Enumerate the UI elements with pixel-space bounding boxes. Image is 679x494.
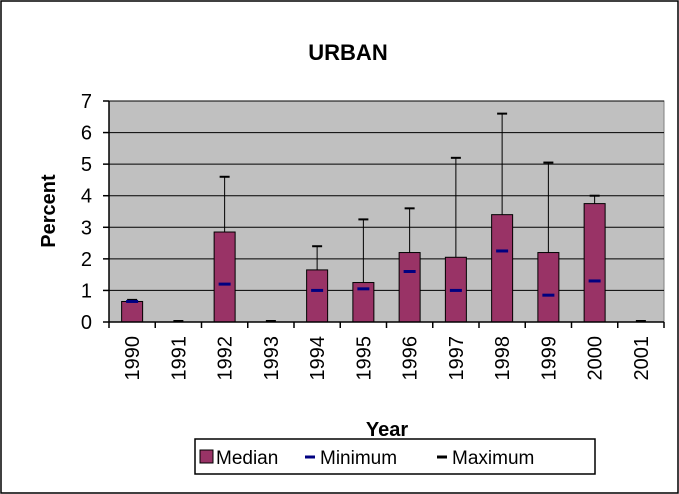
median-bar-1998 [491, 214, 514, 323]
x-tick-label-1995: 1995 [353, 336, 375, 381]
legend: Median Minimum Maximum [194, 438, 596, 475]
median-bar-2000 [583, 203, 606, 323]
x-tick-label-1994: 1994 [307, 336, 329, 381]
median-bar-1992 [213, 231, 236, 323]
chart-title: URBAN [308, 40, 387, 65]
x-tick-label-1997: 1997 [446, 336, 468, 381]
gridlines [109, 100, 664, 291]
median-bar-1996 [398, 252, 421, 323]
legend-minimum-label: Minimum [320, 448, 397, 469]
x-tick-label-1992: 1992 [215, 336, 237, 381]
y-tick-label-0: 0 [81, 312, 92, 334]
legend-median-label: Median [216, 448, 278, 469]
y-tick-label-1: 1 [81, 280, 92, 302]
legend-median-swatch [199, 449, 214, 464]
x-tick-label-2001: 2001 [631, 336, 653, 381]
legend-maximum-label: Maximum [452, 448, 534, 469]
plot-area [108, 100, 665, 323]
median-bar-1994 [306, 269, 329, 323]
x-tick-labels: 1990 1991 1992 1993 1994 1995 1996 1997 1998 1999… [122, 336, 653, 381]
error-bars [126, 112, 646, 322]
median-bar-1990 [121, 300, 144, 323]
y-tick-label-4: 4 [81, 186, 92, 208]
x-tick-label-1993: 1993 [261, 336, 283, 381]
legend-box [194, 438, 596, 475]
x-tick-label-2000: 2000 [585, 336, 607, 381]
x-tick-label-1998: 1998 [492, 336, 514, 381]
y-tick-label-7: 7 [81, 91, 92, 113]
x-tick-label-1999: 1999 [538, 336, 560, 381]
y-tick-label-2: 2 [81, 249, 92, 271]
x-tick-label-1996: 1996 [400, 336, 422, 381]
y-tick-label-5: 5 [81, 154, 92, 176]
x-tick-label-1990: 1990 [122, 336, 144, 381]
x-tick-label-1991: 1991 [168, 336, 190, 381]
y-tick-labels: 0 1 2 3 4 5 6 7 [81, 91, 92, 334]
y-tick-label-6: 6 [81, 123, 92, 145]
median-bar-1999 [537, 252, 560, 323]
y-axis-title: Percent [38, 174, 60, 248]
x-axis-title: Year [366, 419, 408, 441]
axes [103, 100, 665, 328]
y-tick-label-3: 3 [81, 217, 92, 239]
